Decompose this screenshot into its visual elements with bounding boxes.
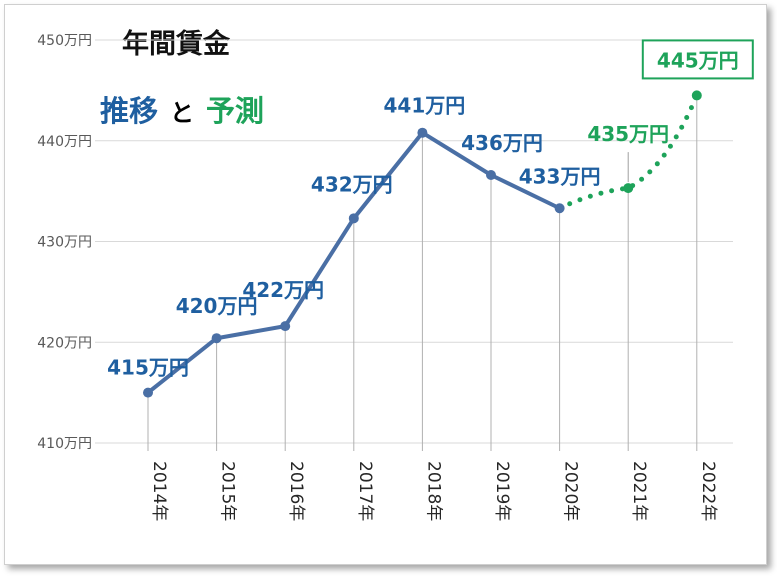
data-label-actual: 433万円 bbox=[519, 164, 601, 188]
data-label-actual: 422万円 bbox=[242, 278, 324, 302]
y-tick-label: 420万円 bbox=[37, 335, 92, 351]
data-point-actual bbox=[554, 203, 565, 214]
x-tick-label: 2020年 bbox=[561, 461, 581, 521]
data-point-actual bbox=[417, 127, 428, 138]
data-label-actual: 441万円 bbox=[384, 94, 466, 118]
data-point-forecast bbox=[691, 90, 702, 101]
x-tick-label: 2017年 bbox=[355, 461, 375, 521]
x-tick-label: 2021年 bbox=[629, 461, 649, 521]
x-tick-label: 2018年 bbox=[423, 461, 443, 521]
y-tick-label: 410万円 bbox=[37, 436, 92, 452]
y-tick-label: 450万円 bbox=[37, 33, 92, 49]
chart-frame bbox=[4, 4, 767, 565]
data-point-actual bbox=[211, 333, 222, 344]
subtitle-actual: 推移 bbox=[100, 94, 159, 128]
data-label-forecast: 435万円 bbox=[587, 122, 669, 146]
data-label-actual: 432万円 bbox=[311, 172, 393, 196]
data-point-actual bbox=[143, 387, 153, 398]
x-tick-label: 2014年 bbox=[149, 461, 169, 521]
data-point-forecast bbox=[623, 183, 634, 194]
chart-title: 年間賃金 bbox=[122, 29, 230, 60]
y-tick-label: 440万円 bbox=[37, 134, 92, 150]
data-label-actual: 436万円 bbox=[461, 131, 543, 155]
data-point-actual bbox=[280, 321, 291, 332]
data-label-box bbox=[641, 39, 754, 80]
data-point-actual bbox=[486, 170, 496, 181]
subtitle-and: と bbox=[170, 99, 195, 127]
subtitle-forecast: 予測 bbox=[206, 94, 265, 128]
x-tick-label: 2022年 bbox=[698, 461, 718, 521]
data-label-actual: 415万円 bbox=[107, 356, 189, 380]
chart-subtitle: 推移と予測 bbox=[100, 88, 264, 130]
y-tick-label: 430万円 bbox=[37, 235, 92, 251]
x-tick-label: 2019年 bbox=[492, 461, 512, 521]
x-tick-label: 2015年 bbox=[218, 461, 238, 521]
x-tick-label: 2016年 bbox=[286, 461, 306, 521]
data-label-actual: 420万円 bbox=[176, 294, 258, 318]
data-point-actual bbox=[348, 213, 359, 224]
data-label-forecast: 445万円 bbox=[657, 48, 739, 72]
